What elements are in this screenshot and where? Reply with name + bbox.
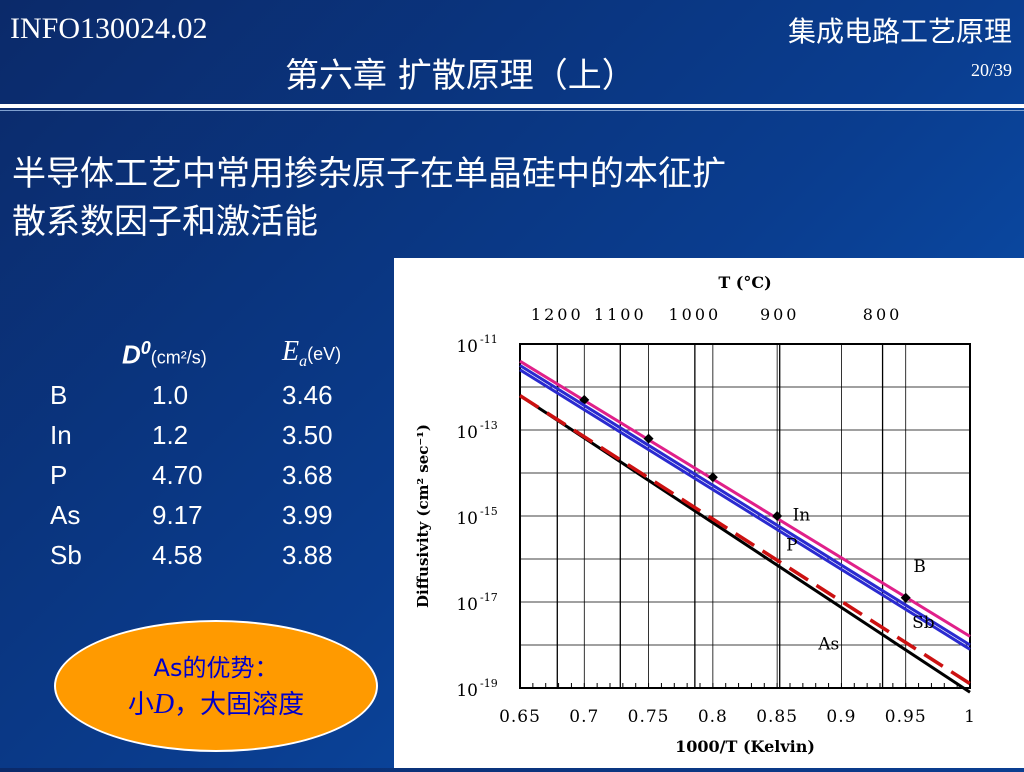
series-line-p [519,368,971,651]
y-tick-label-base: 10 [456,595,478,615]
series-annotation-as: As [817,634,839,654]
header-ea-unit: (eV) [307,344,342,364]
row-ea: 3.68 [282,460,333,490]
table-header: D0(cm²/s) Ea(eV) [50,336,380,374]
slide-heading-line-1: 半导体工艺中常用掺杂原子在单晶硅中的本征扩 [12,154,726,194]
row-element: Sb [50,540,82,570]
page-number: 20/39 [970,60,1012,80]
callout-d-symbol: D [153,689,175,720]
top-tick-label: 800 [863,305,903,324]
y-tick-label-exponent: -13 [480,419,498,432]
header-d0-symbol: D [122,339,141,370]
x-axis-label: 1000/T (Kelvin) [675,737,815,756]
series-line-in [519,364,971,647]
callout-line-2: 小D，大固溶度 [56,684,376,721]
top-tick-label: 1000 [668,305,721,324]
callout-line-1: As的优势： [153,654,279,682]
data-point-b [900,592,911,603]
data-point-b [772,511,783,521]
diffusivity-chart: 0.65 0.7 0.75 0.8 0.85 0.9 0.95 1 10 -11 10 -13 10 -1… [394,258,1024,768]
header-divider-thin [0,110,1024,111]
data-point-b [707,472,718,483]
y-tick-label-exponent: -15 [480,505,498,518]
data-point-b [643,433,654,444]
x-tick-label: 0.8 [698,707,728,727]
series-annotation-sb: Sb [912,613,935,633]
slide-heading: 半导体工艺中常用掺杂原子在单晶硅中的本征扩 散系数因子和激活能 [12,150,1012,246]
x-tick-label: 1 [964,707,976,727]
row-element: In [50,420,72,450]
x-tick-label: 0.9 [826,707,856,727]
header-d0-unit: (cm²/s) [150,347,207,368]
row-ea: 3.99 [282,500,333,530]
row-d0: 1.2 [152,420,189,450]
row-element: B [50,380,68,410]
row-ea: 3.88 [282,540,333,570]
y-tick-label-base: 10 [456,337,478,357]
callout-prefix: 小 [127,690,154,720]
x-tick-label: 0.7 [569,707,599,727]
callout-suffix: ，大固溶度 [174,690,305,720]
as-advantage-callout: As的优势： 小D，大固溶度 [54,620,378,752]
header-ea: Ea(eV) [282,336,341,371]
x-tick-label: 0.75 [628,707,670,727]
series-annotation-b: B [913,557,926,577]
header-d0-sup: 0 [140,338,151,358]
row-d0: 9.17 [152,500,203,530]
row-element: As [50,500,81,530]
series-annotation-p: P [786,535,797,555]
x-tick-label: 0.65 [499,707,541,727]
y-tick-label-base: 10 [456,509,478,529]
row-d0: 4.70 [152,460,203,490]
series-annotation-in: In [793,505,811,525]
top-axis-label: T (°C) [718,273,771,292]
header-ea-symbol: E [282,336,300,367]
plot-frame [519,343,971,689]
data-point-b [579,394,590,405]
x-tick-label: 0.85 [756,707,798,727]
series-line-b [519,359,971,638]
row-ea: 3.46 [282,380,333,410]
y-axis-label: Diffusivity (cm² sec⁻¹) [414,424,432,608]
row-ea: 3.50 [282,420,333,450]
header-ea-sub: a [299,353,308,371]
y-tick-label-base: 10 [456,681,478,701]
top-tick-label: 1100 [594,305,647,324]
row-element: P [50,460,68,490]
course-code: INFO130024.02 [10,12,208,45]
header-divider [0,104,1024,108]
y-tick-label-exponent: -19 [480,677,498,690]
course-title: 集成电路工艺原理 [787,15,1012,48]
chapter-title: 第六章 扩散原理（上） [285,56,636,96]
header-d0: D0(cm²/s) [122,338,207,371]
top-tick-label: 1200 [531,305,584,324]
slide-heading-line-2: 散系数因子和激活能 [12,202,318,242]
x-tick-label: 0.95 [885,707,927,727]
row-d0: 4.58 [152,540,203,570]
series-line-as [519,394,971,694]
row-d0: 1.0 [152,380,189,410]
y-tick-label-base: 10 [456,423,478,443]
y-tick-label-exponent: -17 [480,591,498,604]
y-tick-label-exponent: -11 [480,333,498,346]
top-tick-label: 900 [760,305,800,324]
series-line-sb [519,394,971,686]
